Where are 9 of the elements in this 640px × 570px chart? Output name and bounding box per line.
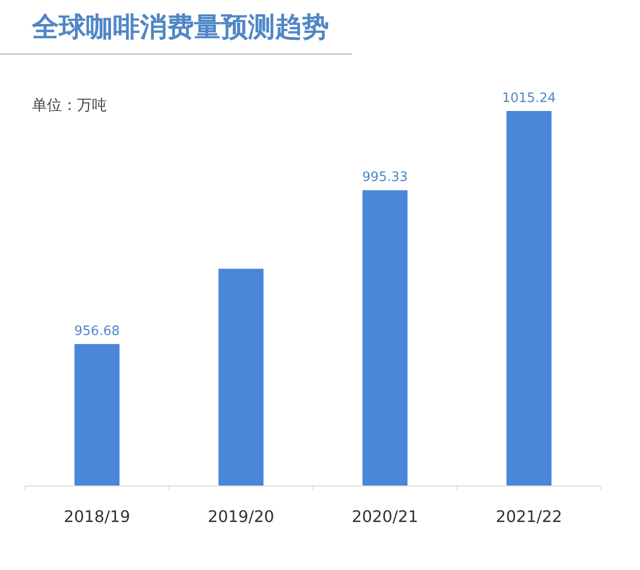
x-tick-label: 2019/20: [208, 507, 274, 526]
data-label: 1015.24: [502, 91, 556, 106]
data-label: 956.68: [74, 324, 120, 340]
chart-title: 全球咖啡消费量预测趋势: [31, 12, 329, 43]
x-tick-label: 2018/19: [64, 507, 130, 526]
x-tick-label: 2020/21: [352, 507, 418, 526]
data-label: 995.33: [362, 170, 408, 186]
x-tick-label: 2021/22: [496, 507, 562, 526]
annotation: 单位：万吨: [32, 96, 107, 114]
